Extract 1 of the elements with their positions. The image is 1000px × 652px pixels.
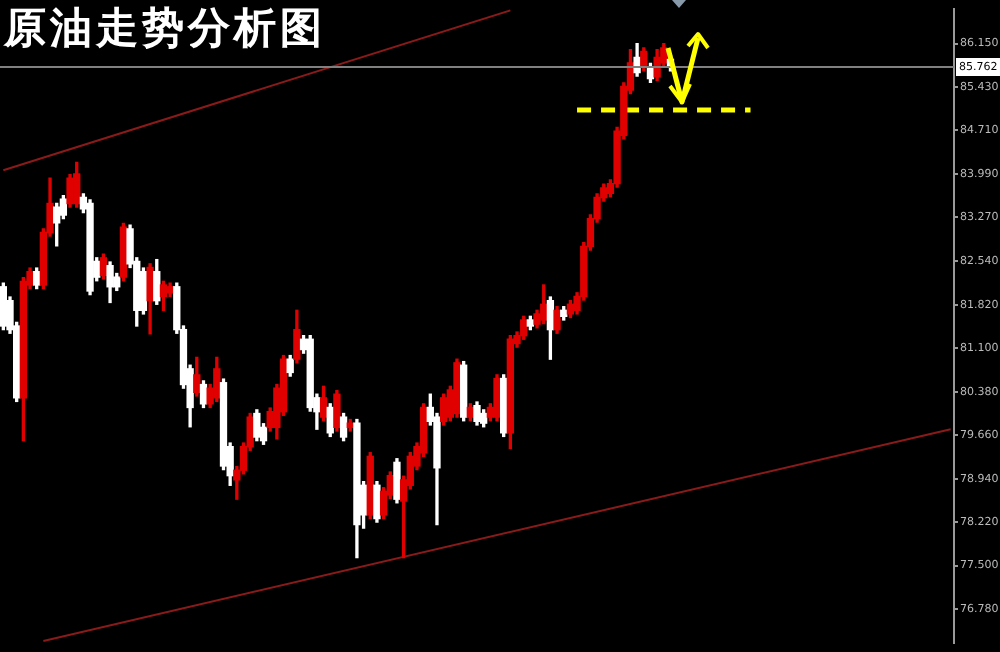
chart-title: 原油走势分析图 bbox=[4, 2, 326, 52]
